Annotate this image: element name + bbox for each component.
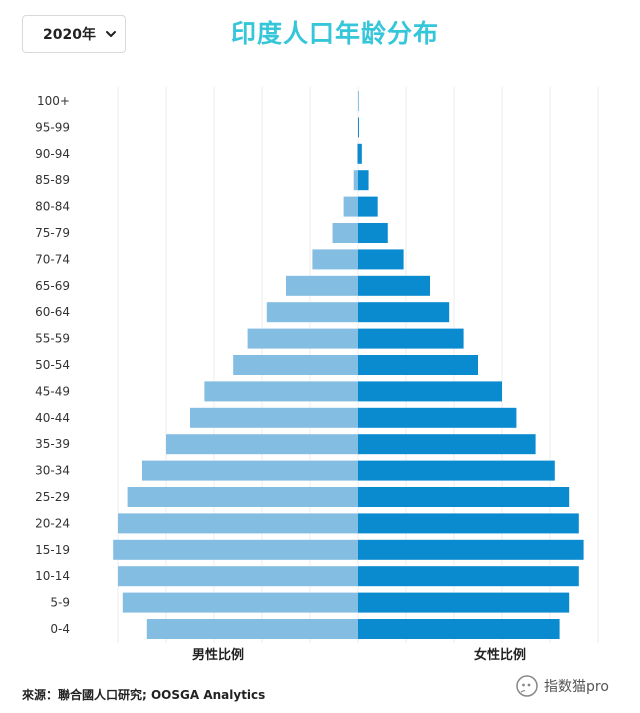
bar-male-70-74 bbox=[312, 249, 358, 270]
y-tick-label: 40-44 bbox=[35, 411, 70, 425]
y-tick-label: 10-14 bbox=[35, 569, 70, 583]
bar-male-55-59 bbox=[247, 328, 358, 349]
y-tick-label: 55-59 bbox=[35, 332, 70, 346]
bar-female-55-59 bbox=[358, 328, 464, 349]
x-axis-label-male: 男性比例 bbox=[192, 647, 244, 663]
y-tick-labels: 0-4 5-9 10-14 15-19 20-24 25-29 30-34 35-39 40-4… bbox=[35, 94, 70, 636]
y-tick-label: 5-9 bbox=[50, 596, 70, 610]
bar-female-65-69 bbox=[358, 275, 430, 296]
bar-female-75-79 bbox=[358, 223, 388, 243]
source-note: 來源：聯合國人口研究; OOSGA Analytics bbox=[22, 688, 266, 702]
bar-female-80-84 bbox=[358, 196, 378, 217]
bar-male-20-24 bbox=[118, 513, 358, 534]
y-tick-label: 50-54 bbox=[35, 358, 70, 372]
year-select-value: 2020年 bbox=[43, 27, 96, 43]
bar-female-70-74 bbox=[358, 249, 404, 270]
bar-female-35-39 bbox=[358, 434, 536, 455]
x-axis-label-female: 女性比例 bbox=[474, 647, 526, 663]
y-tick-label: 85-89 bbox=[35, 173, 70, 187]
y-tick-label: 100+ bbox=[37, 94, 70, 108]
bar-male-80-84 bbox=[343, 196, 358, 217]
y-tick-label: 15-19 bbox=[35, 543, 70, 557]
y-tick-label: 45-49 bbox=[35, 384, 70, 398]
bar-female-10-14 bbox=[358, 566, 579, 587]
bar-male-35-39 bbox=[166, 434, 358, 455]
bar-female-5-9 bbox=[358, 592, 570, 613]
y-tick-label: 20-24 bbox=[35, 516, 70, 530]
bar-female-90-94 bbox=[358, 143, 362, 164]
y-tick-label: 90-94 bbox=[35, 147, 70, 161]
y-tick-label: 30-34 bbox=[35, 464, 70, 478]
bar-female-0-4 bbox=[358, 619, 560, 639]
bar-male-90-94 bbox=[357, 143, 358, 164]
bar-female-95-99 bbox=[358, 117, 359, 138]
y-tick-label: 65-69 bbox=[35, 279, 70, 293]
bar-male-75-79 bbox=[332, 223, 358, 243]
chevron-down-icon bbox=[106, 31, 116, 37]
bar-female-40-44 bbox=[358, 407, 517, 428]
watermark-text: 指数猫pro bbox=[544, 679, 609, 695]
y-tick-label: 75-79 bbox=[35, 226, 70, 240]
chart-title: 印度人口年龄分布 bbox=[230, 19, 439, 48]
bar-female-85-89 bbox=[358, 170, 369, 191]
year-select[interactable]: 2020年 bbox=[22, 15, 126, 53]
watermark: 指数猫pro bbox=[516, 675, 609, 697]
bar-female-50-54 bbox=[358, 355, 478, 375]
bar-male-40-44 bbox=[190, 407, 358, 428]
bar-male-50-54 bbox=[233, 355, 358, 375]
bar-male-85-89 bbox=[353, 170, 358, 191]
y-tick-label: 70-74 bbox=[35, 252, 70, 266]
bars bbox=[113, 91, 584, 639]
bar-female-30-34 bbox=[358, 460, 555, 481]
bar-male-60-64 bbox=[266, 302, 358, 323]
y-tick-label: 80-84 bbox=[35, 200, 70, 214]
chat-bubble-icon bbox=[516, 675, 538, 697]
y-tick-label: 35-39 bbox=[35, 437, 70, 451]
bar-male-15-19 bbox=[113, 539, 358, 560]
bar-female-20-24 bbox=[358, 513, 579, 534]
bar-male-65-69 bbox=[286, 275, 358, 296]
bar-female-60-64 bbox=[358, 302, 450, 323]
y-tick-label: 0-4 bbox=[50, 622, 70, 636]
bar-male-5-9 bbox=[122, 592, 358, 613]
bar-male-0-4 bbox=[146, 619, 358, 639]
bar-female-25-29 bbox=[358, 487, 570, 507]
bar-female-15-19 bbox=[358, 539, 584, 560]
y-tick-label: 60-64 bbox=[35, 305, 70, 319]
bar-female-45-49 bbox=[358, 381, 502, 402]
bar-male-30-34 bbox=[142, 460, 358, 481]
bar-male-45-49 bbox=[204, 381, 358, 402]
y-tick-label: 95-99 bbox=[35, 120, 70, 134]
bar-male-25-29 bbox=[127, 487, 358, 507]
y-tick-label: 25-29 bbox=[35, 490, 70, 504]
bar-male-10-14 bbox=[118, 566, 358, 587]
